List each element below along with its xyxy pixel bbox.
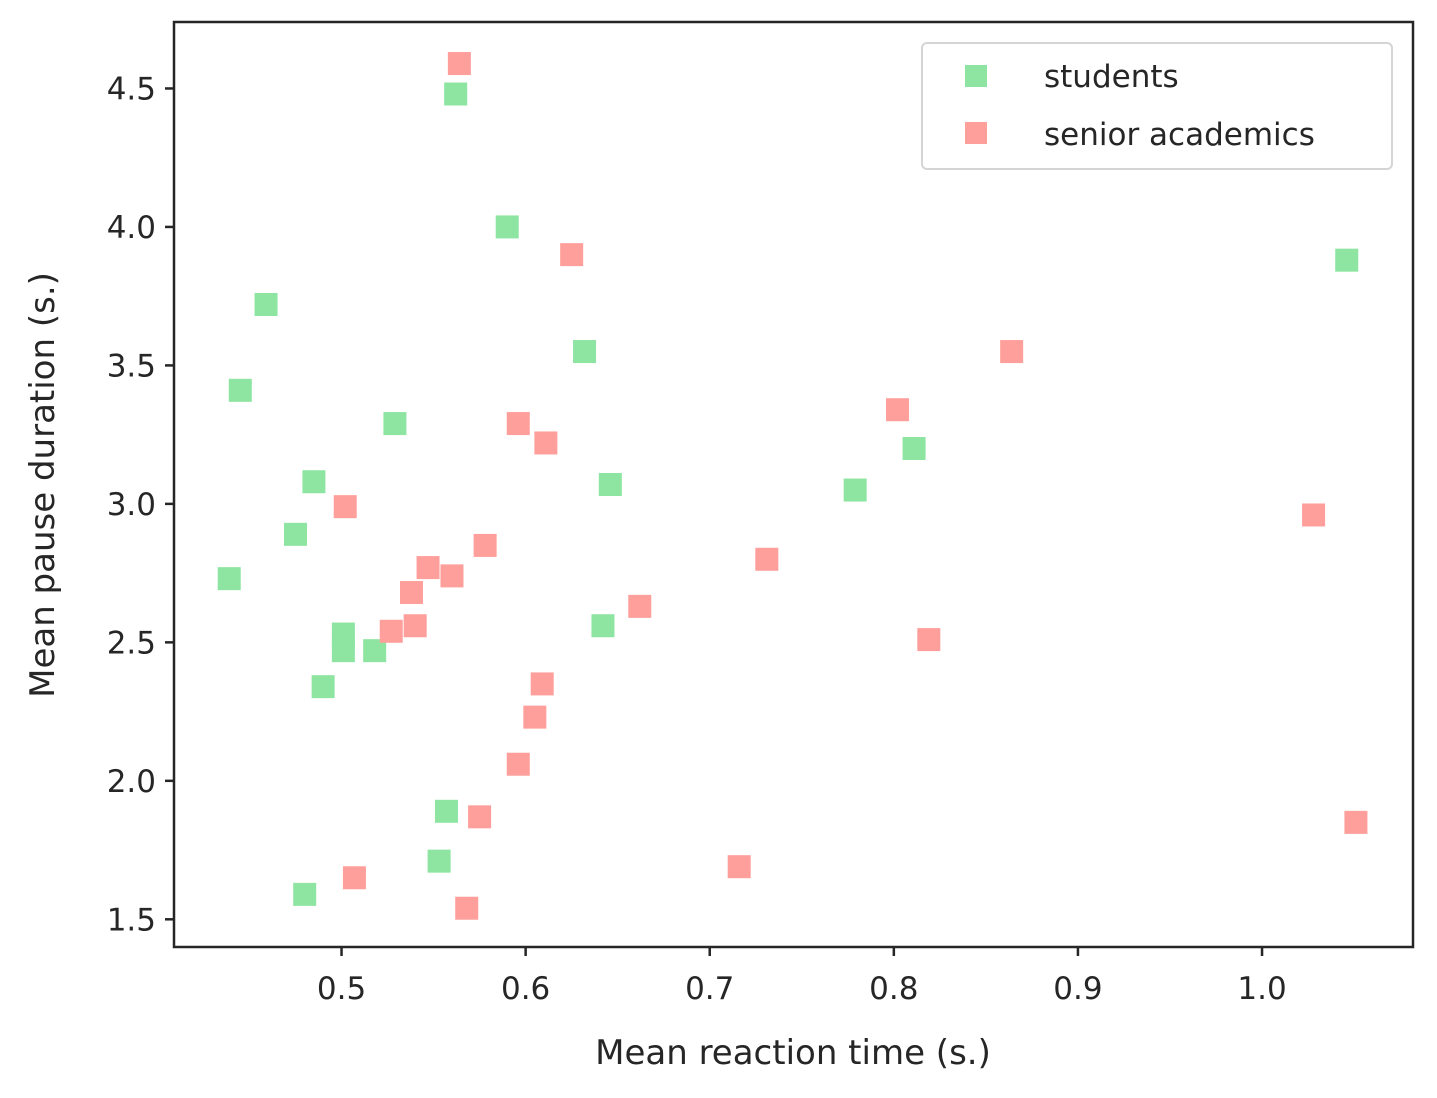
data-point-senior-academics bbox=[1344, 810, 1368, 834]
data-point-senior-academics bbox=[755, 547, 779, 571]
data-point-students bbox=[427, 849, 451, 873]
data-point-senior-academics bbox=[523, 705, 547, 729]
data-point-students bbox=[284, 522, 308, 546]
plot-frame bbox=[172, 20, 1415, 949]
legend-label-senior-academics: senior academics bbox=[1044, 117, 1315, 153]
x-tick-label: 0.9 bbox=[1053, 971, 1102, 1007]
data-point-senior-academics bbox=[447, 52, 471, 76]
data-point-students bbox=[573, 340, 597, 364]
y-tick-label: 1.5 bbox=[107, 902, 156, 938]
y-tick-label: 4.5 bbox=[107, 71, 156, 107]
data-point-senior-academics bbox=[403, 614, 427, 638]
data-point-senior-academics bbox=[455, 896, 479, 920]
data-point-students bbox=[228, 378, 252, 402]
x-axis: 0.5 0.6 0.7 0.8 0.9 1.0 bbox=[317, 947, 1287, 1007]
data-point-students bbox=[383, 412, 407, 436]
data-point-senior-academics bbox=[917, 628, 941, 652]
data-point-students bbox=[254, 292, 278, 316]
data-point-senior-academics bbox=[727, 855, 751, 879]
data-point-students bbox=[1335, 248, 1359, 272]
data-point-senior-academics bbox=[468, 805, 492, 829]
data-point-students bbox=[434, 799, 458, 823]
data-point-students bbox=[843, 478, 867, 502]
data-point-senior-academics bbox=[473, 533, 497, 557]
data-point-students bbox=[302, 470, 326, 494]
legend-marker-students bbox=[965, 65, 987, 87]
data-point-senior-academics bbox=[342, 866, 366, 890]
data-point-senior-academics bbox=[416, 556, 440, 580]
y-tick-label: 3.5 bbox=[107, 348, 156, 384]
legend-label-students: students bbox=[1044, 59, 1179, 95]
legend: students senior academics bbox=[921, 42, 1393, 170]
data-point-senior-academics bbox=[1000, 340, 1024, 364]
data-point-students bbox=[363, 639, 387, 663]
x-tick-label: 1.0 bbox=[1237, 971, 1286, 1007]
y-tick-label: 2.0 bbox=[107, 764, 156, 800]
data-point-senior-academics bbox=[399, 581, 423, 605]
data-point-students bbox=[591, 614, 615, 638]
data-point-senior-academics bbox=[440, 564, 464, 588]
y-tick-label: 4.0 bbox=[107, 210, 156, 246]
x-tick-label: 0.5 bbox=[317, 971, 366, 1007]
data-point-senior-academics bbox=[333, 495, 357, 519]
data-point-senior-academics bbox=[506, 752, 530, 776]
data-point-senior-academics bbox=[1302, 503, 1326, 527]
data-point-students bbox=[444, 82, 468, 106]
x-tick-label: 0.7 bbox=[685, 971, 734, 1007]
y-tick-label: 2.5 bbox=[107, 625, 156, 661]
data-point-students bbox=[495, 215, 519, 239]
data-point-students bbox=[598, 473, 622, 496]
x-tick-label: 0.6 bbox=[501, 971, 550, 1007]
data-point-senior-academics bbox=[534, 431, 558, 455]
y-tick-label: 3.0 bbox=[107, 487, 156, 523]
data-point-senior-academics bbox=[379, 619, 403, 643]
data-points bbox=[217, 52, 1368, 920]
data-point-students bbox=[311, 675, 335, 699]
y-axis-title: Mean pause duration (s.) bbox=[23, 272, 63, 698]
data-point-students bbox=[331, 639, 355, 663]
data-point-senior-academics bbox=[628, 594, 652, 618]
data-point-students bbox=[217, 567, 241, 591]
legend-frame bbox=[921, 42, 1393, 170]
data-point-students bbox=[902, 436, 926, 460]
data-point-students bbox=[293, 882, 317, 906]
x-axis-title: Mean reaction time (s.) bbox=[595, 1033, 991, 1073]
y-axis: 1.5 2.0 2.5 3.0 3.5 4.0 4.5 bbox=[107, 71, 174, 938]
data-point-senior-academics bbox=[560, 243, 584, 267]
x-tick-label: 0.8 bbox=[869, 971, 918, 1007]
data-point-senior-academics bbox=[530, 672, 554, 696]
data-point-senior-academics bbox=[886, 398, 910, 422]
data-point-senior-academics bbox=[506, 412, 530, 436]
legend-marker-senior-academics bbox=[965, 122, 987, 144]
